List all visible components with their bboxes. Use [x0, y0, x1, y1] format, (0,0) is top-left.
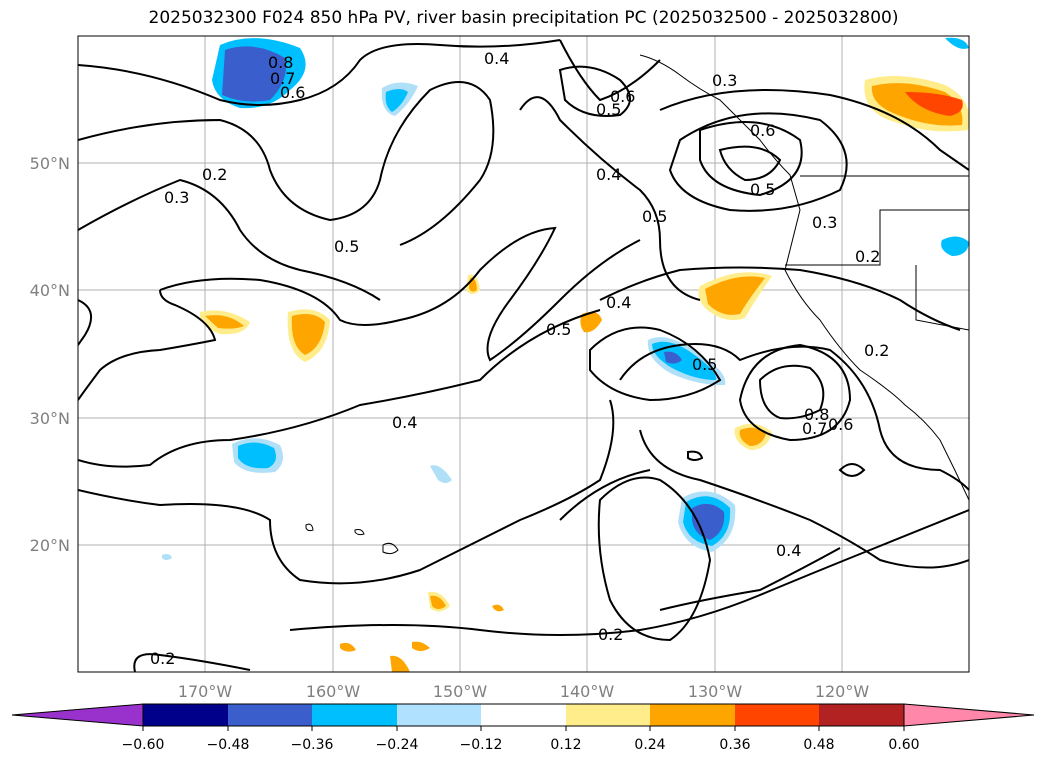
- svg-text:0.5: 0.5: [692, 355, 717, 374]
- svg-text:0.5: 0.5: [642, 207, 667, 226]
- svg-text:0.5: 0.5: [334, 237, 359, 256]
- svg-text:0.2: 0.2: [202, 165, 227, 184]
- colorbar-tick: −0.24: [376, 737, 419, 753]
- colorbar-seg: [566, 704, 650, 726]
- pv-contours: [78, 39, 969, 672]
- svg-text:0.8: 0.8: [804, 405, 829, 424]
- svg-text:0.3: 0.3: [164, 188, 189, 207]
- svg-text:0.6: 0.6: [750, 121, 775, 140]
- colorbar-tick: −0.36: [291, 737, 334, 753]
- svg-text:0.5: 0.5: [546, 320, 571, 339]
- colorbar-seg: [735, 704, 819, 726]
- colorbar-tick: 0.60: [888, 737, 919, 753]
- svg-text:0.4: 0.4: [484, 49, 509, 68]
- lat-labels: 50°N 40°N 30°N 20°N: [30, 154, 70, 555]
- coastlines: [305, 54, 969, 555]
- svg-text:0.4: 0.4: [776, 541, 801, 560]
- svg-text:0.5: 0.5: [750, 180, 775, 199]
- colorbar-seg: [397, 704, 481, 726]
- colorbar-seg: [143, 704, 228, 726]
- svg-text:0.6: 0.6: [610, 87, 635, 106]
- contour-labels: 0.8 0.7 0.6 0.4 0.3 0.6 0.5 0.6 0.2 0.3 …: [150, 49, 889, 668]
- svg-text:0.6: 0.6: [828, 415, 853, 434]
- lon-label-120: 120°W: [815, 682, 870, 701]
- colorbar-tick: 0.48: [803, 737, 834, 753]
- svg-text:0.2: 0.2: [855, 247, 880, 266]
- lon-label-150: 150°W: [433, 682, 488, 701]
- colorbar-tick: −0.60: [122, 737, 165, 753]
- map-title: 2025032300 F024 850 hPa PV, river basin …: [148, 8, 899, 28]
- lon-label-130: 130°W: [688, 682, 743, 701]
- svg-text:0.2: 0.2: [150, 649, 175, 668]
- colorbar-seg: [312, 704, 397, 726]
- svg-text:0.2: 0.2: [864, 341, 889, 360]
- svg-text:0.4: 0.4: [606, 293, 631, 312]
- colorbar-extend-low: [11, 703, 144, 727]
- svg-text:0.8: 0.8: [268, 53, 293, 72]
- svg-text:0.7: 0.7: [270, 69, 295, 88]
- lon-label-140: 140°W: [560, 682, 615, 701]
- svg-text:0.2: 0.2: [598, 625, 623, 644]
- colorbar-extend-high: [903, 703, 1035, 727]
- svg-text:0.5: 0.5: [596, 100, 621, 119]
- colorbar: −0.60 −0.48 −0.36 −0.24 −0.12 0.12 0.24 …: [11, 703, 1035, 753]
- lat-label-40: 40°N: [30, 281, 70, 300]
- colorbar-tick: 0.24: [634, 737, 665, 753]
- lon-label-170: 170°W: [178, 682, 233, 701]
- svg-text:0.4: 0.4: [392, 413, 417, 432]
- lat-label-50: 50°N: [30, 154, 70, 173]
- svg-text:0.4: 0.4: [596, 165, 621, 184]
- colorbar-tick: 0.12: [550, 737, 581, 753]
- colorbar-tick: −0.48: [207, 737, 250, 753]
- graticule: [78, 36, 969, 672]
- map-frame: [77, 35, 970, 673]
- colorbar-tick: −0.12: [460, 737, 503, 753]
- colorbar-tick: 0.36: [719, 737, 750, 753]
- colorbar-seg: [819, 704, 904, 726]
- lat-label-20: 20°N: [30, 536, 70, 555]
- colorbar-seg: [650, 704, 735, 726]
- svg-text:0.3: 0.3: [712, 71, 737, 90]
- svg-text:0.7: 0.7: [802, 419, 827, 438]
- colorbar-seg: [228, 704, 312, 726]
- precip-shading: [162, 37, 969, 672]
- map-area: [78, 36, 969, 672]
- lon-label-160: 160°W: [306, 682, 361, 701]
- colorbar-seg: [481, 704, 566, 726]
- svg-text:0.6: 0.6: [280, 83, 305, 102]
- svg-text:0.3: 0.3: [812, 213, 837, 232]
- lat-label-30: 30°N: [30, 409, 70, 428]
- lon-labels: 170°W 160°W 150°W 140°W 130°W 120°W: [178, 682, 870, 701]
